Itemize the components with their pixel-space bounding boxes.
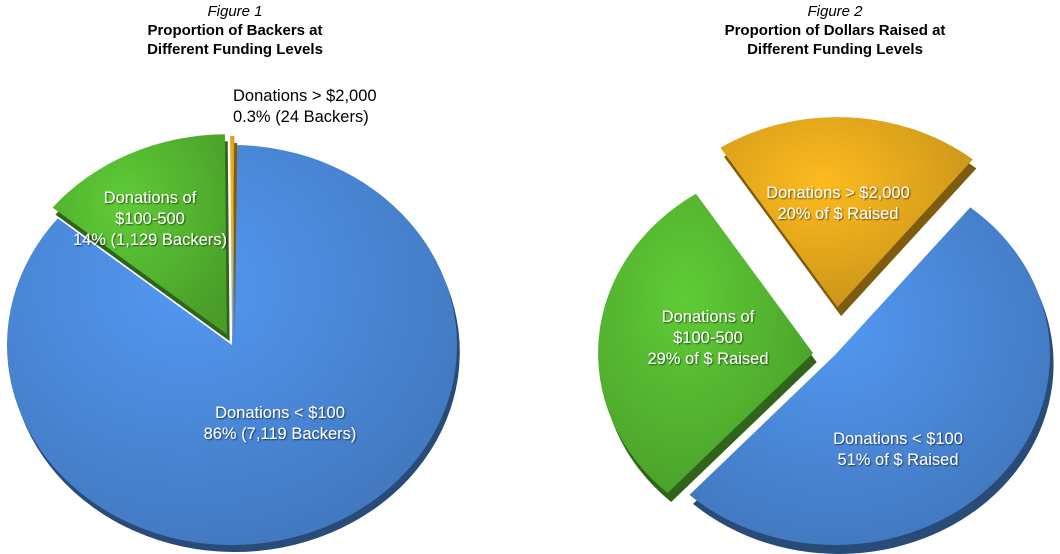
figure-2-title: Proportion of Dollars Raised at Differen… bbox=[724, 22, 946, 58]
fig2-slice-1 bbox=[598, 193, 814, 494]
fig2-slice-label-0: Donations < $100 51% of $ Raised bbox=[833, 430, 963, 469]
fig1-slice-label-2-line-1: 0.3% (24 Backers) bbox=[233, 108, 369, 126]
fig1-slice-label-1-line-1: $100-500 bbox=[115, 210, 185, 228]
fig1-slice-label-0-line-0: Donations < $100 bbox=[215, 404, 345, 422]
fig1-slice-label-2-line-0: Donations > $2,000 bbox=[233, 87, 377, 105]
fig2-slice-0 bbox=[689, 207, 1050, 545]
fig1-slice-label-1: Donations of $100-500 14% (1,129 Backers) bbox=[73, 189, 227, 249]
fig1-slice-1 bbox=[52, 134, 227, 335]
fig2-slice-label-1-line-1: $100-500 bbox=[673, 329, 743, 347]
fig2-slice-label-0-line-0: Donations < $100 bbox=[833, 430, 963, 448]
figure-1-title: Proportion of Backers at Different Fundi… bbox=[147, 22, 323, 58]
figure-2-number: Figure 2 bbox=[807, 3, 863, 20]
figure-1-caption: Figure 1 Proportion of Backers at Differ… bbox=[95, 2, 375, 59]
fig1-slice-label-0-line-1: 86% (7,119 Backers) bbox=[204, 425, 357, 443]
fig1-slice-2 bbox=[230, 136, 235, 336]
fig2-slice-label-1-line-0: Donations of bbox=[662, 308, 755, 326]
fig2-slice-label-0-line-1: 51% of $ Raised bbox=[837, 451, 958, 469]
fig2-slice-label-2: Donations > $2,000 20% of $ Raised bbox=[766, 184, 910, 223]
fig2-slice-2 bbox=[720, 117, 973, 308]
fig1-slice-label-0: Donations < $100 86% (7,119 Backers) bbox=[204, 404, 357, 443]
fig1-slice-label-2: Donations > $2,000 0.3% (24 Backers) bbox=[233, 87, 377, 126]
fig1-slice-label-1-line-0: Donations of bbox=[104, 189, 197, 207]
fig1-slice-edge-2 bbox=[232, 143, 238, 343]
fig2-slice-label-2-line-1: 20% of $ Raised bbox=[777, 205, 898, 223]
figure-2-caption: Figure 2 Proportion of Dollars Raised at… bbox=[690, 2, 980, 59]
figure-1-number: Figure 1 bbox=[207, 3, 263, 20]
fig1-slice-label-1-line-2: 14% (1,129 Backers) bbox=[73, 231, 227, 249]
fig1-slice-0 bbox=[6, 145, 457, 545]
fig2-slice-label-1: Donations of $100-500 29% of $ Raised bbox=[647, 308, 768, 368]
fig2-slice-label-1-line-2: 29% of $ Raised bbox=[647, 350, 768, 368]
fig2-slice-label-2-line-0: Donations > $2,000 bbox=[766, 184, 910, 202]
